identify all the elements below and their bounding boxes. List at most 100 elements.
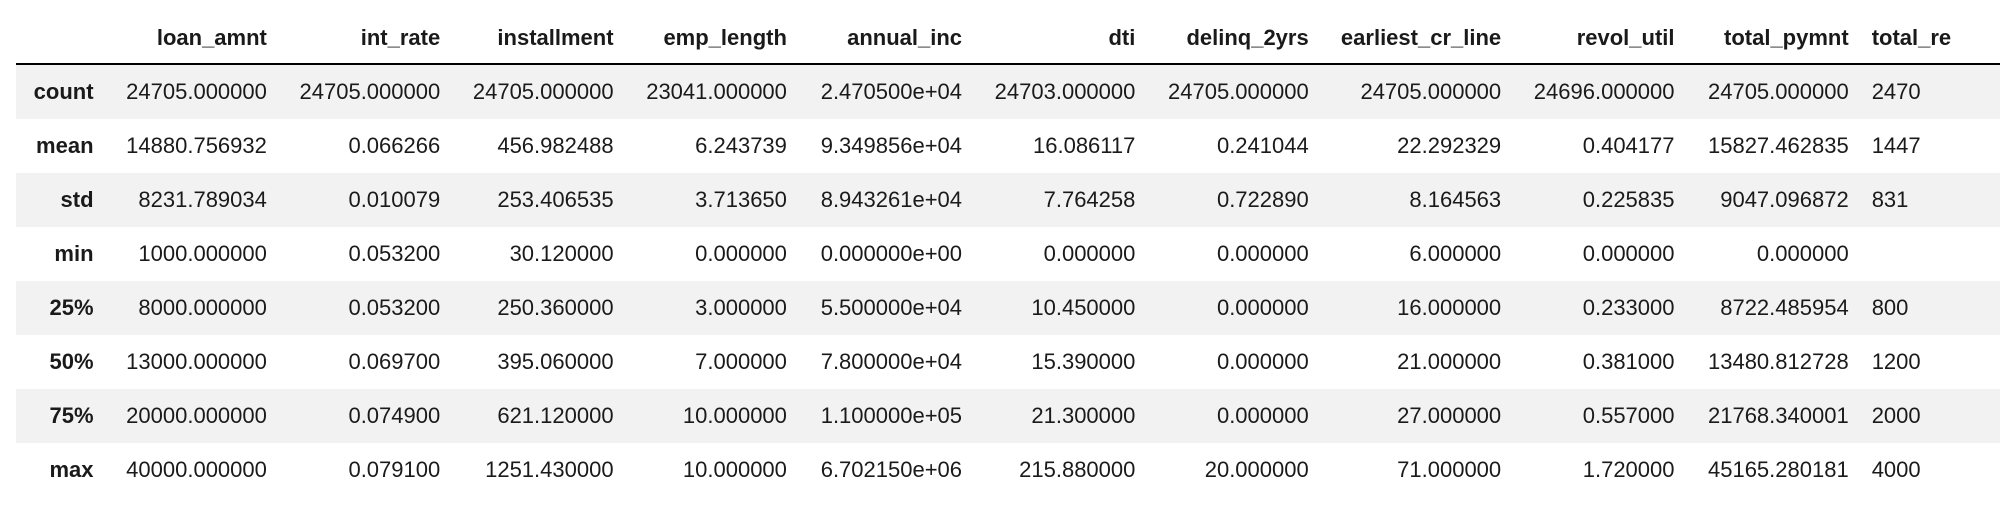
table-cell: 0.000000: [695, 241, 787, 266]
table-cell: 0.000000: [1756, 241, 1849, 266]
table-cell: [1858, 227, 2000, 281]
table-cell: 0.000000: [1216, 349, 1309, 374]
column-header: earliest_cr_line: [1317, 25, 1511, 65]
table-cell: 14880.756932: [126, 133, 267, 158]
table-row: 50% 13000.000000 0.069700 395.060000 7.00000…: [16, 335, 2000, 389]
table-cell: 0.000000e+00: [820, 241, 963, 266]
table-cell: 4000: [1871, 457, 1921, 482]
table-cell: 0.010079: [348, 187, 441, 212]
table-cell: 0.404177: [1582, 133, 1675, 158]
table-cell: 456.982488: [497, 133, 614, 158]
table-cell: 2470: [1871, 79, 1921, 104]
table-cell: 16.086117: [1033, 133, 1136, 158]
table-cell: 0.066266: [348, 133, 441, 158]
table-cell: 6.702150e+06: [820, 457, 963, 482]
table-cell: 13000.000000: [126, 349, 267, 374]
table-cell: 0.225835: [1582, 187, 1675, 212]
row-label: 25%: [49, 295, 94, 320]
table-cell: 9047.096872: [1720, 187, 1849, 212]
row-label: 75%: [49, 403, 94, 428]
index-header: [16, 25, 103, 65]
table-cell: 0.241044: [1216, 133, 1309, 158]
table-cell: 0.069700: [348, 349, 441, 374]
table-cell: 0.722890: [1216, 187, 1309, 212]
table-cell: 21.000000: [1397, 349, 1502, 374]
table-cell: 7.000000: [695, 349, 787, 374]
table-cell: 8231.789034: [138, 187, 267, 212]
describe-table: loan_amnt int_rate installment emp_lengt…: [16, 25, 2000, 497]
table-cell: 24705.000000: [1707, 79, 1849, 104]
table-cell: 1200: [1871, 349, 1921, 374]
table-cell: 831: [1871, 187, 1909, 212]
table-cell: 24705.000000: [126, 79, 267, 104]
table-row: 25% 8000.000000 0.053200 250.360000 3.000000…: [16, 281, 2000, 335]
table-cell: 20.000000: [1204, 457, 1309, 482]
table-cell: 0.381000: [1582, 349, 1675, 374]
table-cell: 0.000000: [1216, 241, 1309, 266]
table-cell: 27.000000: [1397, 403, 1502, 428]
table-row: std 8231.789034 0.010079 253.406535 3.713650…: [16, 173, 2000, 227]
row-label: count: [33, 79, 94, 104]
column-header: loan_amnt: [102, 25, 276, 65]
table-cell: 1.720000: [1582, 457, 1675, 482]
table-cell: 10.000000: [682, 457, 787, 482]
table-cell: 0.000000: [1582, 241, 1675, 266]
table-cell: 5.500000e+04: [820, 295, 963, 320]
table-cell: 6.000000: [1409, 241, 1502, 266]
column-header: installment: [449, 25, 623, 65]
header-row: loan_amnt int_rate installment emp_lengt…: [16, 25, 2000, 65]
table-cell: 3.713650: [695, 187, 787, 212]
table-row: min 1000.000000 0.053200 30.120000 0.000000 0…: [16, 227, 2000, 281]
column-header: dti: [971, 25, 1145, 65]
table-row: 75% 20000.000000 0.074900 621.120000 10.0000…: [16, 389, 2000, 443]
table-cell: 71.000000: [1397, 457, 1502, 482]
column-header: int_rate: [275, 25, 450, 65]
table-cell: 15827.462835: [1707, 133, 1849, 158]
table-cell: 215.880000: [1019, 457, 1136, 482]
table-cell: 8.164563: [1409, 187, 1502, 212]
table-row: max 40000.000000 0.079100 1251.430000 10.000…: [16, 443, 2000, 497]
table-cell: 1.100000e+05: [820, 403, 963, 428]
column-header: delinq_2yrs: [1144, 25, 1318, 65]
table-cell: 0.000000: [1216, 295, 1309, 320]
table-cell: 0.000000: [1216, 403, 1309, 428]
table-row: count 24705.000000 24705.000000 24705.00000…: [16, 64, 2000, 119]
table-cell: 0.053200: [348, 241, 441, 266]
table-cell: 24705.000000: [472, 79, 614, 104]
table-cell: 621.120000: [497, 403, 614, 428]
table-cell: 24705.000000: [1360, 79, 1502, 104]
column-header: annual_inc: [795, 25, 972, 65]
table-cell: 24696.000000: [1533, 79, 1675, 104]
row-label: mean: [36, 133, 94, 158]
table-cell: 2000: [1871, 403, 1921, 428]
table-cell: 9.349856e+04: [820, 133, 963, 158]
column-header: total_pymnt: [1683, 25, 1858, 65]
table-cell: 8000.000000: [138, 295, 267, 320]
table-cell: 21.300000: [1031, 403, 1136, 428]
table-cell: 395.060000: [497, 349, 614, 374]
table-cell: 250.360000: [497, 295, 614, 320]
table-cell: 800: [1871, 295, 1909, 320]
table-cell: 13480.812728: [1707, 349, 1849, 374]
table-cell: 1447: [1871, 133, 1921, 158]
table-cell: 22.292329: [1397, 133, 1502, 158]
table-cell: 21768.340001: [1707, 403, 1849, 428]
table-cell: 24705.000000: [1168, 79, 1309, 104]
table-cell: 6.243739: [695, 133, 787, 158]
table-cell: 3.000000: [695, 295, 787, 320]
table-cell: 7.800000e+04: [820, 349, 963, 374]
table-cell: 15.390000: [1031, 349, 1136, 374]
table-cell: 20000.000000: [126, 403, 267, 428]
table-cell: 40000.000000: [126, 457, 267, 482]
table-cell: 2.470500e+04: [820, 79, 963, 104]
table-cell: 0.557000: [1582, 403, 1675, 428]
table-cell: 0.233000: [1582, 295, 1675, 320]
table-cell: 24705.000000: [299, 79, 441, 104]
table-cell: 24703.000000: [994, 79, 1136, 104]
row-label: min: [54, 241, 94, 266]
table-cell: 30.120000: [509, 241, 614, 266]
column-header: total_re: [1857, 25, 2000, 65]
table-cell: 253.406535: [497, 187, 614, 212]
table-cell: 8.943261e+04: [820, 187, 963, 212]
table-cell: 0.000000: [1043, 241, 1136, 266]
